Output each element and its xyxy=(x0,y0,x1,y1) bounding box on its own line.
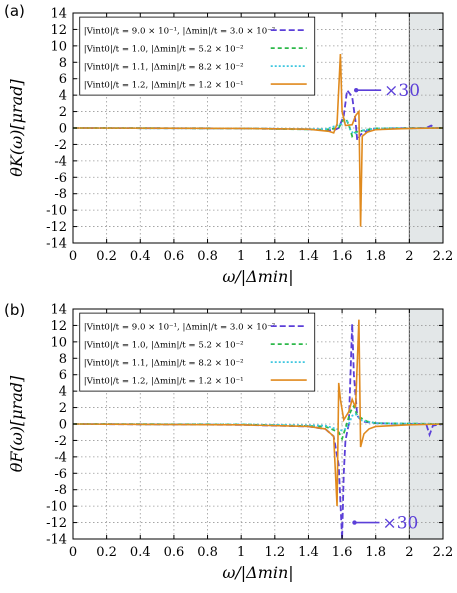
x-tick-label: 1.8 xyxy=(365,545,386,560)
series-line-1 xyxy=(73,403,443,442)
y-tick-label: 14 xyxy=(50,303,67,318)
y-tick-label: 6 xyxy=(59,368,67,383)
x-tick-label: 0 xyxy=(69,249,77,264)
y-tick-label: 8 xyxy=(59,352,67,367)
y-tick-label: -4 xyxy=(54,450,67,465)
y-tick-label: 14 xyxy=(50,7,67,22)
y-tick-label: 12 xyxy=(50,319,67,334)
y-tick-label: 10 xyxy=(50,335,67,350)
x-tick-label: 2.2 xyxy=(433,545,454,560)
x-tick-label: 2.2 xyxy=(433,249,454,264)
y-tick-label: -4 xyxy=(54,154,67,169)
chart-panel-a: ×30 |Vint0|/t = 9.0 × 10⁻¹, |Δmin|/t = 3.… xyxy=(7,7,454,287)
legend-entry-2: |Vint0|/t = 1.1, |Δmin|/t = 8.2 × 10⁻² xyxy=(84,359,244,369)
x-axis-title: ω/|Δmin| xyxy=(222,563,293,582)
annotation-label: ×30 xyxy=(384,81,420,101)
y-tick-label: -8 xyxy=(54,187,67,202)
x-tick-label: 1 xyxy=(237,249,245,264)
y-tick-label: -10 xyxy=(46,204,67,219)
y-axis-title: θK(ω)[μrad] xyxy=(7,79,26,177)
panel-label-a: (a) xyxy=(4,2,25,20)
y-tick-label: -8 xyxy=(54,483,67,498)
x-tick-label: 0.2 xyxy=(96,545,117,560)
x-tick-label: 0.8 xyxy=(197,249,218,264)
series-line-3 xyxy=(73,319,443,507)
y-tick-label: 2 xyxy=(59,105,67,120)
x-tick-label: 0.6 xyxy=(164,545,185,560)
chart-panel-b: ×30 |Vint0|/t = 9.0 × 10⁻¹, |Δmin|/t = 3.… xyxy=(7,303,454,583)
x-tick-label: 2 xyxy=(405,249,413,264)
annotation-label: ×30 xyxy=(383,514,419,534)
x-tick-label: 2 xyxy=(405,545,413,560)
legend-entry-0: |Vint0|/t = 9.0 × 10⁻¹, |Δmin|/t = 3.0 ×… xyxy=(84,323,275,333)
x-tick-label: 0.6 xyxy=(164,249,185,264)
y-axis-title: θF(ω)[μrad] xyxy=(7,375,26,472)
y-tick-label: 10 xyxy=(50,39,67,54)
y-tick-label: 8 xyxy=(59,56,67,71)
y-tick-label: 0 xyxy=(59,122,67,137)
x-tick-label: 1.4 xyxy=(298,545,319,560)
y-tick-label: -12 xyxy=(46,220,67,235)
y-tick-label: -10 xyxy=(46,500,67,515)
x-tick-label: 0.8 xyxy=(197,545,218,560)
x-tick-label: 1.6 xyxy=(332,249,353,264)
panel-label-b: (b) xyxy=(4,301,26,319)
legend-entry-0: |Vint0|/t = 9.0 × 10⁻¹, |Δmin|/t = 3.0 ×… xyxy=(84,27,275,37)
x-tick-label: 1.6 xyxy=(332,545,353,560)
y-tick-label: -2 xyxy=(54,434,67,449)
x-tick-label: 1.2 xyxy=(264,249,285,264)
y-tick-label: -6 xyxy=(54,171,67,186)
legend-entry-1: |Vint0|/t = 1.0, |Δmin|/t = 5.2 × 10⁻² xyxy=(84,341,244,351)
y-tick-label: -14 xyxy=(46,533,67,548)
y-tick-label: -6 xyxy=(54,467,67,482)
x-tick-label: 1.2 xyxy=(264,545,285,560)
x-tick-label: 0.2 xyxy=(96,249,117,264)
series-line-2 xyxy=(73,119,443,135)
y-tick-label: -2 xyxy=(54,138,67,153)
x-tick-label: 1.4 xyxy=(298,249,319,264)
y-tick-label: 2 xyxy=(59,401,67,416)
y-tick-label: 6 xyxy=(59,72,67,87)
y-tick-label: 0 xyxy=(59,418,67,433)
x-tick-label: 1.8 xyxy=(365,249,386,264)
x-axis-title: ω/|Δmin| xyxy=(222,267,293,286)
y-tick-label: -14 xyxy=(46,237,67,252)
y-tick-label: 4 xyxy=(59,89,67,104)
series-line-2 xyxy=(73,413,443,432)
x-tick-label: 0 xyxy=(69,545,77,560)
x-tick-label: 1 xyxy=(237,545,245,560)
y-tick-label: -12 xyxy=(46,516,67,531)
series-line-1 xyxy=(73,116,443,139)
legend-entry-3: |Vint0|/t = 1.2, |Δmin|/t = 1.2 × 10⁻¹ xyxy=(84,81,244,91)
y-tick-label: 12 xyxy=(50,23,67,38)
series-line-3 xyxy=(73,54,443,227)
x-tick-label: 0.4 xyxy=(130,249,151,264)
legend-entry-3: |Vint0|/t = 1.2, |Δmin|/t = 1.2 × 10⁻¹ xyxy=(84,377,244,387)
series-line-0 xyxy=(73,87,443,144)
legend-entry-1: |Vint0|/t = 1.0, |Δmin|/t = 5.2 × 10⁻² xyxy=(84,45,244,55)
x-tick-label: 0.4 xyxy=(130,545,151,560)
legend-entry-2: |Vint0|/t = 1.1, |Δmin|/t = 8.2 × 10⁻² xyxy=(84,63,244,73)
y-tick-label: 4 xyxy=(59,385,67,400)
